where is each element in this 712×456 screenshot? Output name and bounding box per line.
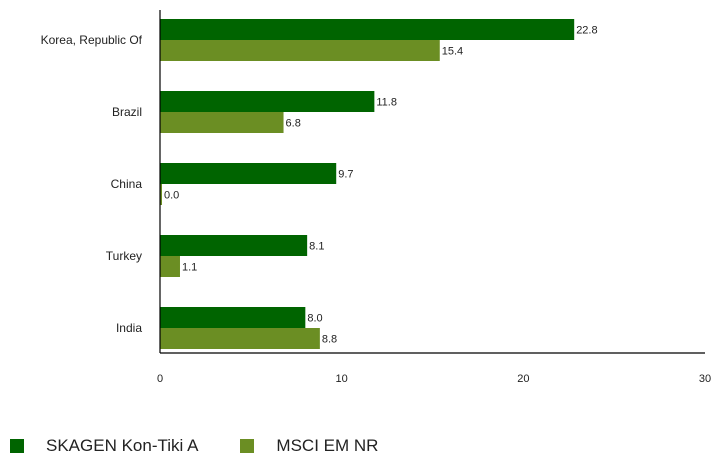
bar-2-brazil <box>160 112 284 133</box>
bars-group <box>160 19 575 349</box>
value-label: 0.0 <box>164 190 179 202</box>
legend-item-series-2: MSCI EM NR <box>240 436 378 456</box>
legend-label-series-1: SKAGEN Kon-Tiki A <box>46 436 199 455</box>
legend-swatch-series-2 <box>240 439 255 453</box>
value-label: 15.4 <box>442 46 463 58</box>
category-label: Korea, Republic Of <box>41 33 143 47</box>
legend-item-series-1: SKAGEN Kon-Tiki A <box>10 436 198 456</box>
bar-1-korea-republic-of <box>160 19 575 40</box>
x-tick-label: 30 <box>699 373 711 385</box>
value-label: 1.1 <box>182 262 197 274</box>
category-label: Turkey <box>106 249 142 263</box>
category-label: China <box>111 177 143 191</box>
bar-1-india <box>160 307 306 328</box>
value-label: 6.8 <box>286 118 301 130</box>
value-label: 11.8 <box>376 97 397 109</box>
bar-1-brazil <box>160 91 375 112</box>
value-label: 8.8 <box>322 334 337 346</box>
bar-2-turkey <box>160 256 180 277</box>
value-labels: 22.8 15.4 11.8 6.8 9.7 0.0 8.1 1.1 8.08.8 <box>164 25 598 346</box>
legend-swatch-series-1 <box>10 439 24 453</box>
value-label: 8.1 <box>309 241 324 253</box>
value-label: 8.0 <box>307 313 322 325</box>
legend-label-series-2: MSCI EM NR <box>276 436 379 455</box>
legend: SKAGEN Kon-Tiki A MSCI EM NR <box>10 436 420 456</box>
x-tick-label: 10 <box>336 373 348 385</box>
category-label: India <box>116 321 142 335</box>
bar-1-china <box>160 163 337 184</box>
axes <box>159 10 705 354</box>
bar-2-korea-republic-of <box>160 40 440 61</box>
value-label: 9.7 <box>338 169 353 181</box>
bar-1-turkey <box>160 235 308 256</box>
category-label: Brazil <box>112 105 142 119</box>
x-tick-label: 20 <box>517 373 529 385</box>
x-tick-labels: 0 10 20 30 <box>157 373 711 385</box>
category-labels: Korea, Republic Of Brazil China Turkey India <box>41 33 143 335</box>
value-label: 22.8 <box>576 25 597 37</box>
bar-2-china <box>160 184 162 205</box>
x-tick-label: 0 <box>157 373 163 385</box>
bar-2-india <box>160 328 320 349</box>
